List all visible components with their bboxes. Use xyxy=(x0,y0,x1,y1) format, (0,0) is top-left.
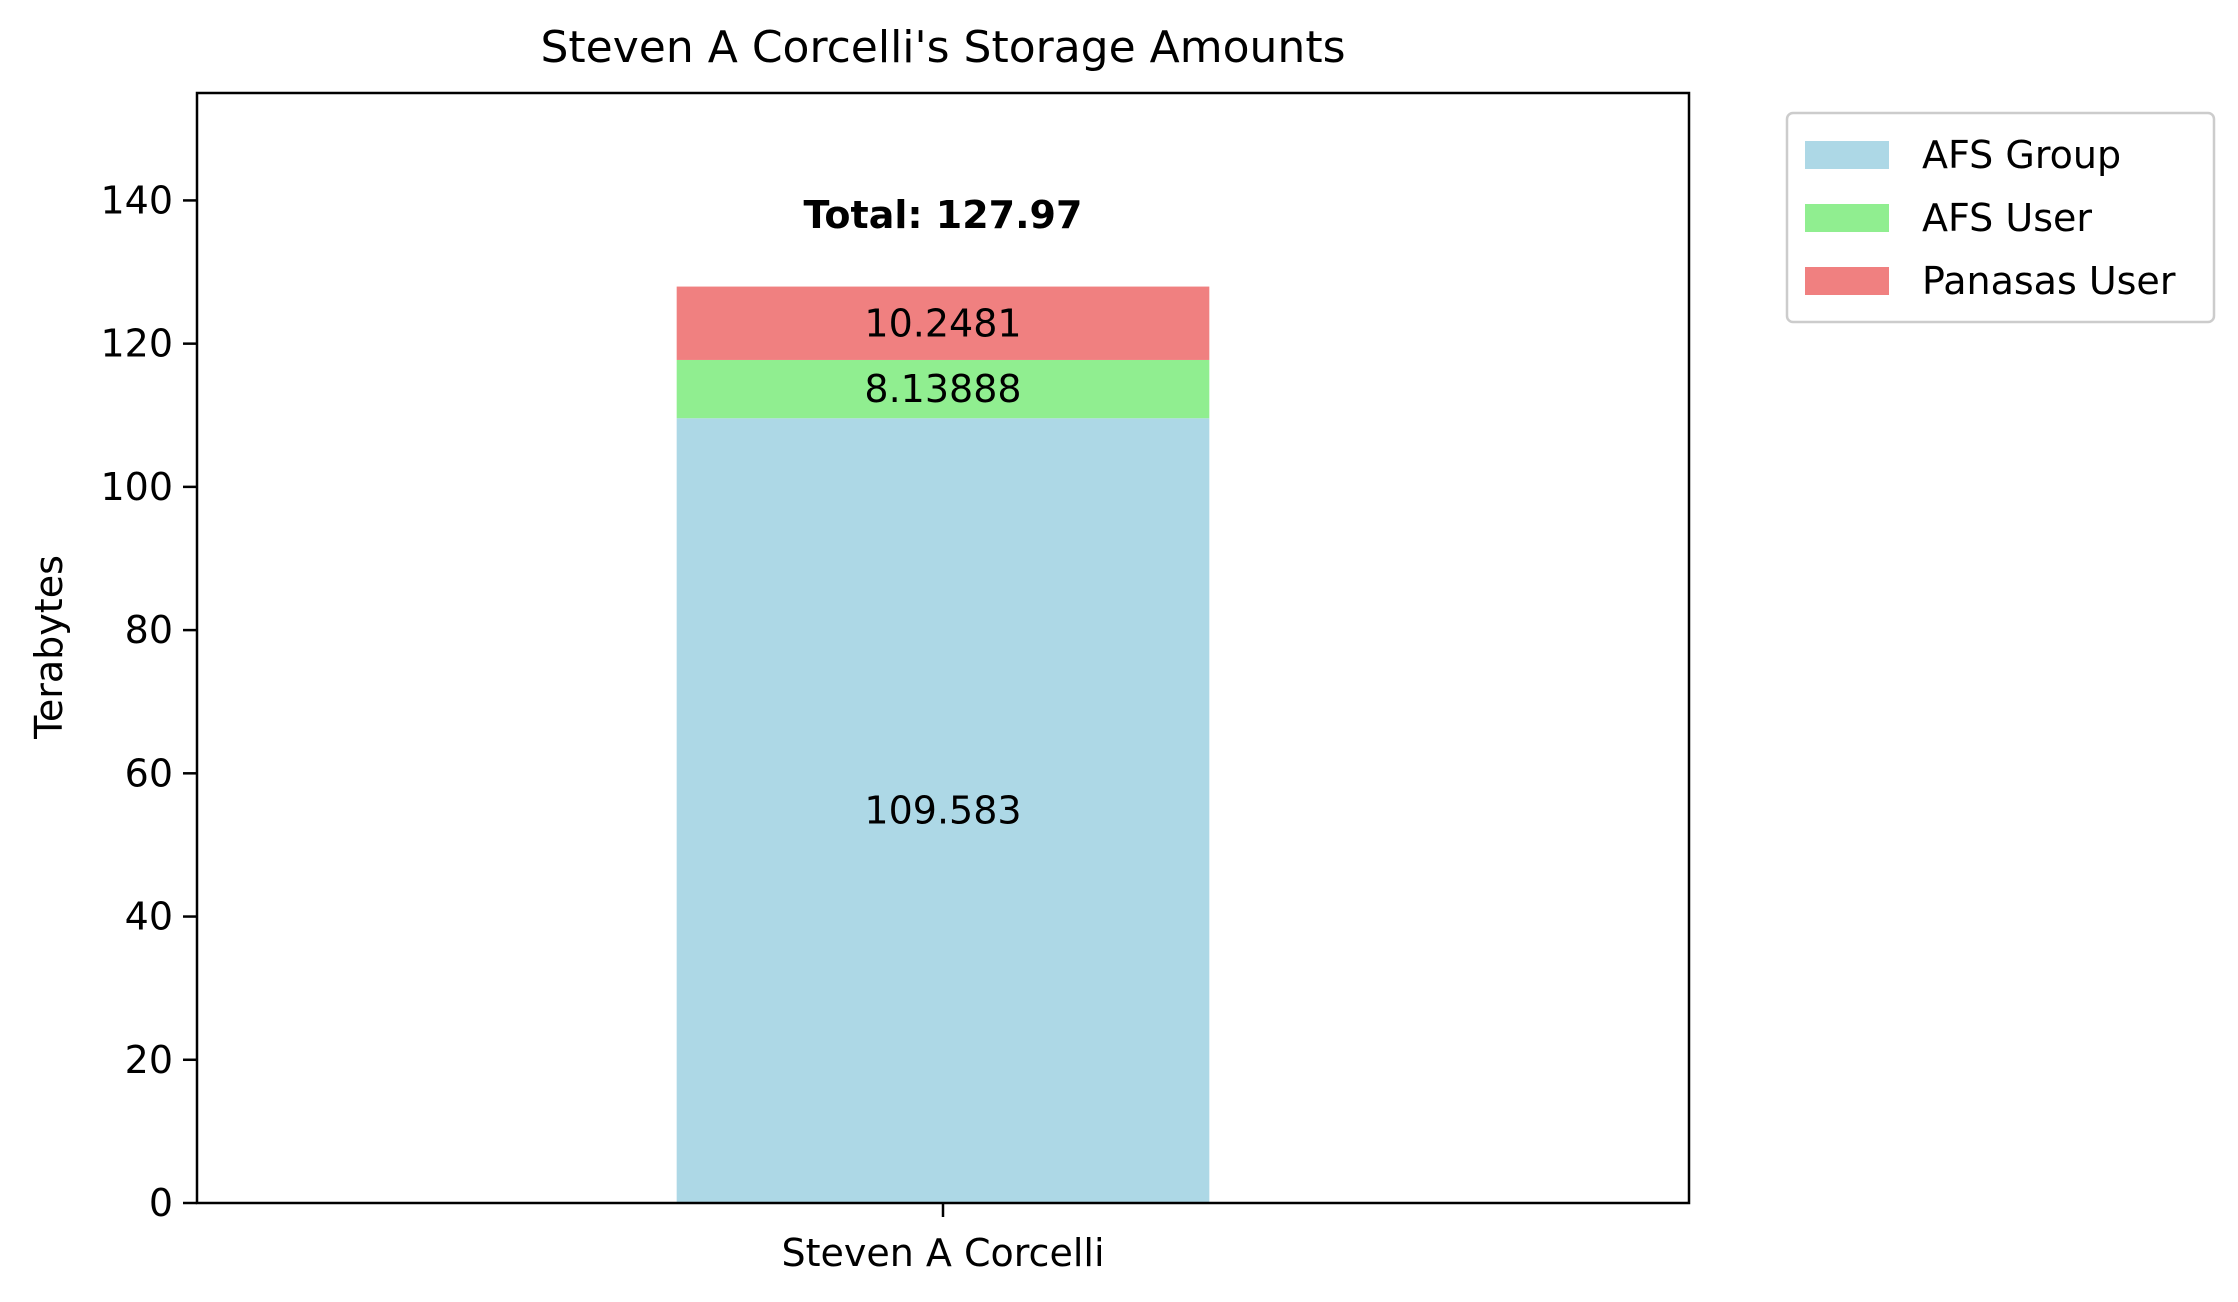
x-tick-label: Steven A Corcelli xyxy=(781,1231,1104,1275)
legend-label: AFS Group xyxy=(1922,133,2121,177)
y-tick-label: 100 xyxy=(100,465,173,509)
plot-frame xyxy=(195,91,1691,1205)
y-tick-label: 20 xyxy=(125,1038,173,1082)
y-tick-label: 80 xyxy=(125,608,173,652)
bar-segment-afs-user xyxy=(676,359,1210,419)
segment-value-label: 10.2481 xyxy=(864,301,1021,345)
legend-swatch xyxy=(1805,204,1889,232)
axes-layer: Steven A Corcelli 0 20 40 60 80 100 120 140 xyxy=(100,178,1104,1275)
bars-layer xyxy=(676,286,1210,1203)
segment-value-label: 109.583 xyxy=(864,789,1021,833)
y-tick-label: 40 xyxy=(125,895,173,939)
legend-swatch xyxy=(1805,141,1889,169)
segment-value-label: 8.13888 xyxy=(864,367,1021,411)
y-axis-label: Terabytes xyxy=(27,555,71,740)
bar-segment-afs-group xyxy=(676,418,1210,1203)
total-label: Total: 127.97 xyxy=(804,193,1083,237)
bar-segment-panasas-user xyxy=(676,286,1210,360)
legend-box xyxy=(1785,111,2216,324)
legend: AFS Group AFS User Panasas User xyxy=(1785,111,2216,324)
legend-label: Panasas User xyxy=(1922,259,2176,303)
y-tick-label: 0 xyxy=(149,1181,173,1225)
chart-title: Steven A Corcelli's Storage Amounts xyxy=(541,22,1346,73)
y-tick-label: 60 xyxy=(125,751,173,795)
legend-swatch xyxy=(1805,267,1889,295)
bar-labels-layer: 109.583 8.13888 10.2481 Total: 127.97 xyxy=(804,193,1083,833)
y-tick-label: 120 xyxy=(100,322,173,366)
y-tick-label: 140 xyxy=(100,178,173,222)
legend-label: AFS User xyxy=(1922,196,2092,240)
